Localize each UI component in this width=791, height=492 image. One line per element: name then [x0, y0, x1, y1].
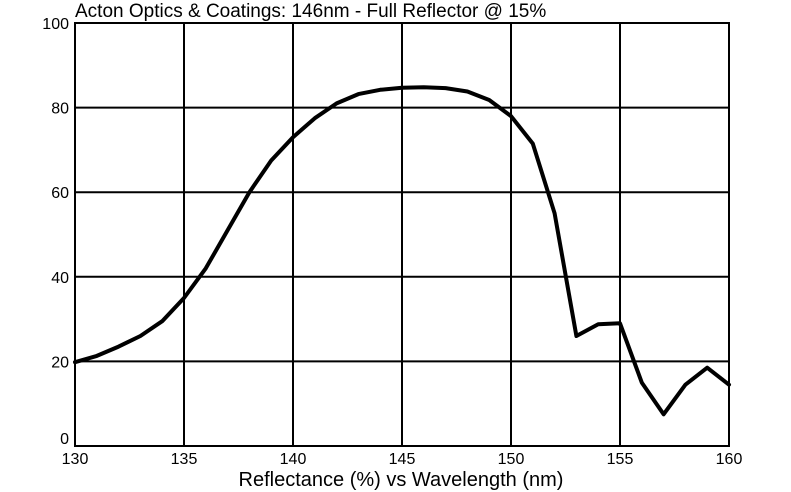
y-tick-label: 20: [51, 354, 69, 371]
x-tick-label: 135: [171, 451, 198, 468]
y-tick-label: 100: [42, 16, 69, 33]
chart-title: Acton Optics & Coatings: 146nm - Full Re…: [75, 1, 546, 22]
x-tick-label: 155: [607, 451, 634, 468]
x-tick-label: 140: [280, 451, 307, 468]
x-tick-labels: 130 135 140 145 150 155 160: [62, 451, 743, 468]
y-tick-label: 0: [60, 431, 69, 448]
y-tick-label: 60: [51, 185, 69, 202]
grid-lines: [75, 23, 729, 446]
x-tick-label: 130: [62, 451, 89, 468]
x-tick-label: 160: [716, 451, 743, 468]
x-tick-label: 150: [498, 451, 525, 468]
x-axis-label: Reflectance (%) vs Wavelength (nm): [239, 469, 564, 491]
plot-frame: [74, 22, 730, 447]
reflectance-curve: [73, 85, 731, 417]
y-tick-labels: 0 20 40 60 80 100: [42, 16, 69, 448]
y-tick-label: 80: [51, 101, 69, 118]
y-tick-label: 40: [51, 270, 69, 287]
x-tick-label: 145: [389, 451, 416, 468]
